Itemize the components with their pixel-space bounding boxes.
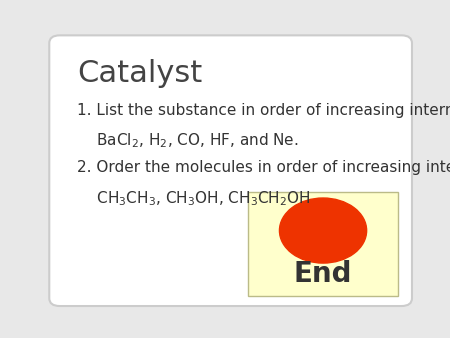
FancyBboxPatch shape	[248, 192, 398, 296]
Text: BaCl$_2$, H$_2$, CO, HF, and Ne.: BaCl$_2$, H$_2$, CO, HF, and Ne.	[77, 132, 299, 150]
Text: 1. List the substance in order of increasing intermolecular forces:: 1. List the substance in order of increa…	[77, 103, 450, 118]
Text: End: End	[294, 260, 352, 288]
Text: Catalyst: Catalyst	[77, 59, 202, 88]
Text: 2. Order the molecules in order of increasing intermolecular forces: 2. Order the molecules in order of incre…	[77, 160, 450, 175]
FancyBboxPatch shape	[50, 35, 412, 306]
Text: CH$_3$CH$_3$, CH$_3$OH, CH$_3$CH$_2$OH: CH$_3$CH$_3$, CH$_3$OH, CH$_3$CH$_2$OH	[77, 189, 311, 208]
Circle shape	[279, 198, 367, 263]
